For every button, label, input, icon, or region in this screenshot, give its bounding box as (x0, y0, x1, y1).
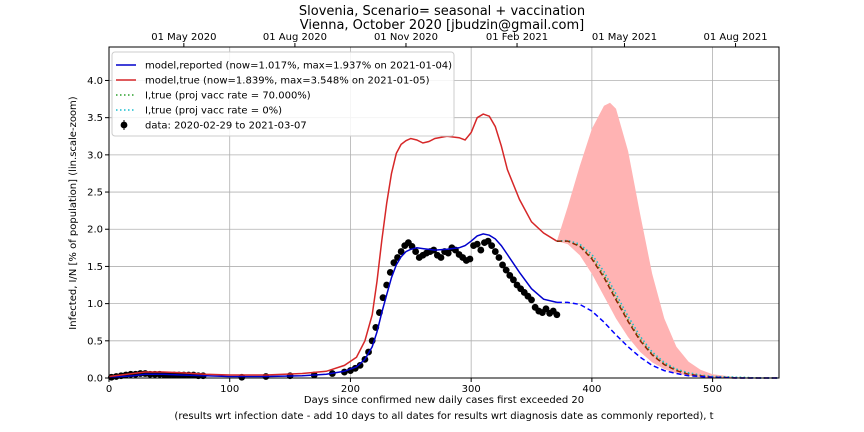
data-point (397, 248, 405, 255)
data-point (553, 311, 561, 319)
x-tick-label: 200 (341, 384, 360, 395)
x-axis-note: (results wrt infection date - add 10 day… (174, 411, 713, 422)
legend-label: I,true (proj vacc rate = 0%) (145, 106, 282, 117)
data-point (528, 296, 535, 304)
data-points (108, 237, 561, 381)
legend-box (111, 51, 455, 137)
top-date-axis-ticks: 01 May 2020 01 Aug 2020 01 Nov 2020 01 Feb … (151, 32, 768, 47)
y-axis-ticks: 0.0 0.5 1.0 1.5 2.0 2.5 3.0 3.5 4.0 (87, 76, 109, 385)
y-tick-label: 0.0 (87, 374, 103, 385)
x-tick-label: 300 (462, 384, 481, 395)
data-point (473, 240, 481, 248)
legend: model,reported (now=1.017%, max=1.937% o… (111, 51, 455, 137)
data-point (437, 254, 445, 261)
top-tick-label: 01 May 2021 (592, 32, 657, 43)
y-tick-label: 0.5 (87, 336, 103, 347)
data-point (488, 242, 496, 250)
y-tick-label: 2.0 (87, 225, 103, 236)
projection-band (556, 102, 779, 379)
data-point (390, 259, 398, 267)
data-point (495, 254, 503, 261)
x-tick-label: 0 (106, 384, 112, 395)
top-tick-label: 01 Aug 2020 (263, 32, 327, 43)
x-axis-label: Days since confirmed new daily cases fir… (304, 395, 584, 406)
data-point (386, 268, 394, 276)
x-tick-label: 100 (220, 384, 239, 395)
legend-label: data: 2020-02-29 to 2021-03-07 (145, 121, 307, 132)
y-tick-label: 3.5 (87, 113, 103, 124)
y-tick-label: 1.0 (87, 299, 103, 310)
legend-label: model,true (now=1.839%, max=3.548% on 20… (145, 76, 430, 87)
y-tick-label: 4.0 (87, 76, 103, 87)
legend-label: I,true (proj vacc rate = 70.000%) (145, 91, 311, 102)
data-point (502, 266, 510, 274)
y-tick-label: 2.5 (87, 188, 103, 199)
series-line-3 (556, 239, 779, 379)
chart-subtitle: Vienna, October 2020 [jbudzin@gmail.com] (300, 18, 584, 33)
top-tick-label: 01 Aug 2021 (704, 32, 768, 43)
data-point (412, 248, 420, 255)
series-line-4 (556, 240, 779, 379)
chart-title: Slovenia, Scenario= seasonal + vaccinati… (299, 4, 585, 19)
data-point (491, 248, 499, 255)
projection-band-area (556, 102, 779, 379)
y-tick-label: 3.0 (87, 150, 103, 161)
x-tick-label: 500 (703, 384, 722, 395)
plot-frame (108, 46, 780, 379)
top-tick-label: 01 Nov 2020 (374, 32, 438, 43)
data-point (466, 255, 474, 263)
legend-marker (120, 121, 128, 129)
x-axis-ticks: 0 100 200 300 400 500 (106, 378, 722, 395)
data-point (499, 261, 506, 269)
y-tick-label: 1.5 (87, 262, 103, 273)
series-line-1 (108, 113, 558, 378)
data-point (477, 246, 485, 254)
x-tick-label: 400 (582, 384, 601, 395)
legend-label: model,reported (now=1.017%, max=1.937% o… (145, 61, 452, 72)
data-point (444, 249, 452, 257)
series-line-0 (108, 233, 558, 379)
y-axis-label: Infected, I/N [% of population] (lin.sca… (68, 96, 79, 329)
top-tick-label: 01 Feb 2021 (486, 32, 548, 43)
data-point (510, 276, 517, 284)
data-point (356, 361, 364, 369)
top-tick-label: 01 May 2020 (151, 32, 216, 43)
series-lines (108, 113, 779, 379)
